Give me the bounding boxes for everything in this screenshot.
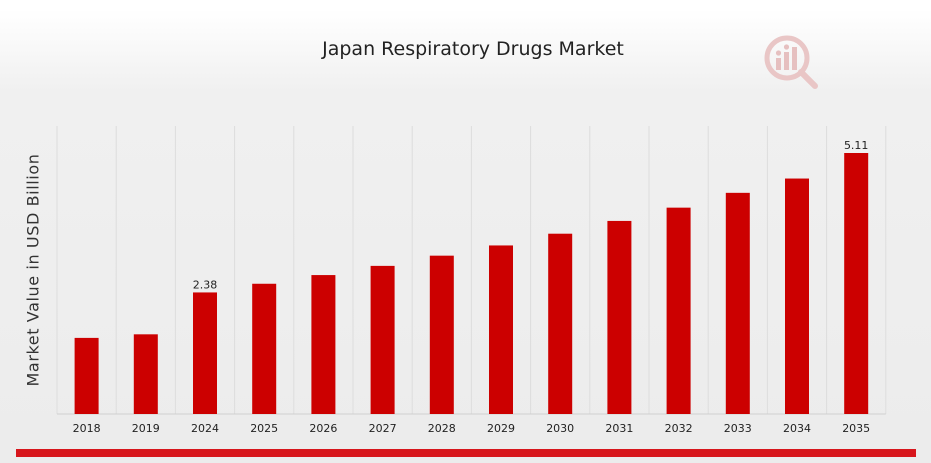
chart-title: Japan Respiratory Drugs Market — [322, 38, 624, 60]
bar-2032 — [666, 207, 691, 414]
data-label-2035: 5.11 — [844, 139, 869, 152]
data-label-2024: 2.38 — [193, 278, 218, 291]
brand-logo-icon — [764, 35, 818, 89]
bar-2034 — [785, 178, 809, 414]
bar-2028 — [429, 255, 454, 414]
x-tick-label-2028: 2028 — [428, 422, 456, 435]
bar-2033 — [725, 192, 750, 414]
bar-2019 — [133, 334, 158, 414]
bar-2030 — [548, 233, 573, 414]
brand-accent-bar — [16, 449, 916, 457]
x-tick-label-2027: 2027 — [369, 422, 397, 435]
bar-2035 — [844, 153, 869, 414]
bar-2026 — [311, 275, 336, 414]
x-tick-label-2025: 2025 — [250, 422, 278, 435]
x-tick-label-2034: 2034 — [783, 422, 811, 435]
x-tick-label-2032: 2032 — [665, 422, 693, 435]
bar-2018 — [74, 337, 99, 414]
x-tick-label-2035: 2035 — [842, 422, 870, 435]
bar-2024 — [193, 292, 217, 414]
x-tick-label-2031: 2031 — [605, 422, 633, 435]
x-tick-label-2018: 2018 — [73, 422, 101, 435]
bar-2025 — [252, 283, 277, 414]
x-tick-label-2029: 2029 — [487, 422, 515, 435]
x-tick-label-2019: 2019 — [132, 422, 160, 435]
bar-2029 — [489, 245, 513, 414]
x-tick-label-2033: 2033 — [724, 422, 752, 435]
bar-2027 — [370, 265, 395, 414]
bar-2031 — [607, 220, 632, 414]
x-tick-label-2026: 2026 — [309, 422, 337, 435]
x-tick-label-2030: 2030 — [546, 422, 574, 435]
x-tick-label-2024: 2024 — [191, 422, 219, 435]
